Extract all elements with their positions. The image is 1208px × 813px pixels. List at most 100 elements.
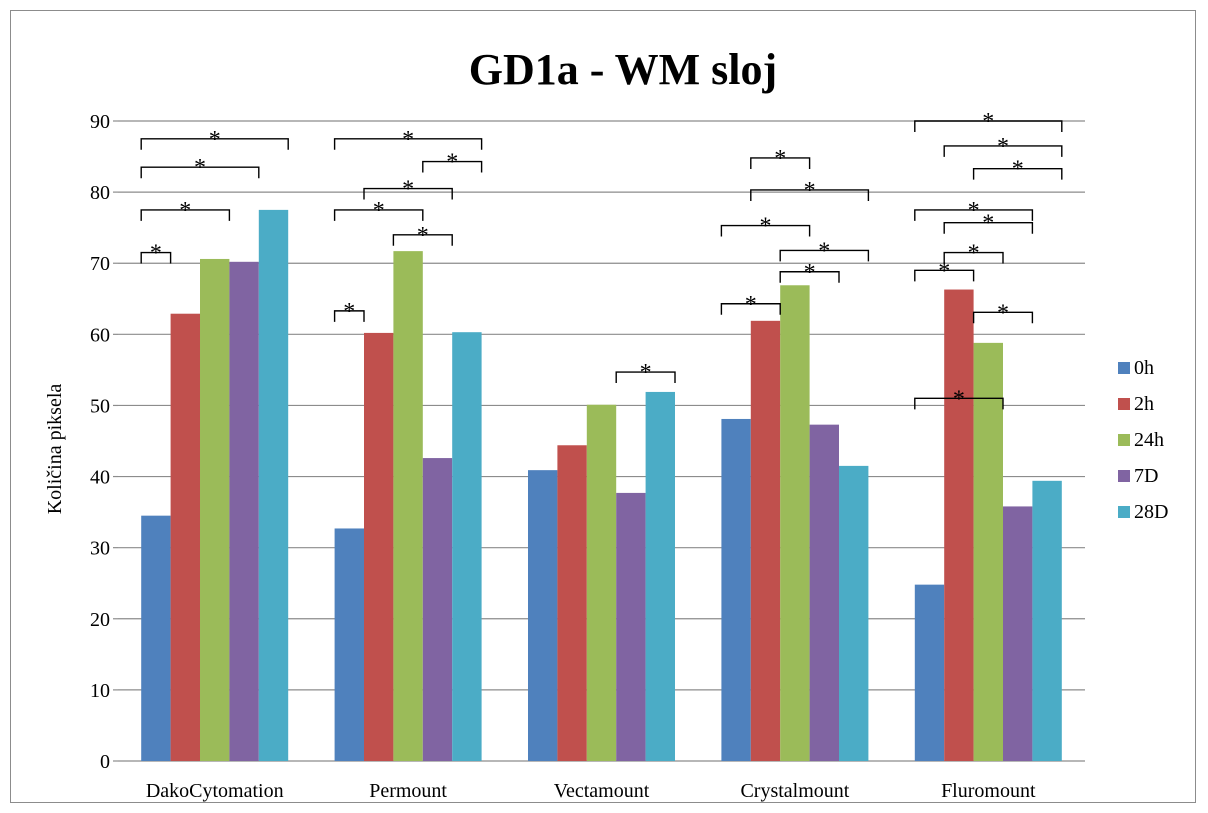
significance-star: * — [402, 177, 414, 203]
y-tick-label: 60 — [90, 324, 110, 346]
chart-svg: GD1a - WM sloj Količina piksela 0 10 20 30 4… — [44, 45, 1168, 802]
significance-star: * — [150, 241, 162, 267]
bar-0h-DakoCytomation — [141, 515, 171, 761]
legend-swatch-24h — [1118, 434, 1130, 446]
x-tick-label: Fluromount — [941, 780, 1036, 802]
significance-bracket — [914, 397, 1004, 410]
significance-star: * — [343, 299, 355, 325]
significance-bracket — [972, 311, 1034, 324]
significance-star: * — [938, 258, 950, 284]
bar-2h-DakoCytomation — [170, 313, 200, 761]
significance-bracket — [140, 138, 289, 150]
significance-bracket — [750, 157, 811, 169]
significance-star: * — [179, 198, 191, 224]
legend-label-28D: 28D — [1134, 501, 1168, 523]
significance-bracket — [914, 209, 1034, 221]
legend-swatch-28D — [1118, 506, 1130, 518]
significance-bracket — [333, 209, 424, 221]
significance-star: * — [774, 146, 786, 172]
bar-2h-Vectamount — [557, 445, 587, 761]
bar-7D-Fluromount — [1003, 506, 1033, 761]
significance-star: * — [818, 238, 830, 264]
bar-24h-Fluromount — [973, 342, 1003, 761]
significance-bracket — [140, 251, 172, 264]
significance-bracket — [750, 189, 870, 201]
bar-24h-Permount — [393, 251, 423, 761]
bar-28D-DakoCytomation — [258, 209, 289, 761]
chart-title: GD1a - WM sloj — [469, 45, 777, 94]
y-axis-label: Količina piksela — [44, 384, 66, 515]
bar-0h-Permount — [334, 528, 364, 761]
y-tick-label: 10 — [90, 680, 110, 702]
y-tick-label: 30 — [90, 538, 110, 560]
significance-star: * — [417, 223, 429, 249]
y-tick-label: 70 — [90, 253, 110, 275]
x-tick-label: Crystalmount — [740, 780, 849, 802]
bar-24h-DakoCytomation — [200, 258, 230, 761]
significance-bracket — [720, 303, 781, 315]
significance-star: * — [640, 360, 652, 386]
significance-star: * — [1012, 157, 1024, 183]
significance-bracket — [392, 234, 453, 246]
bar-24h-Crystalmount — [780, 285, 810, 761]
x-tick-label: Permount — [369, 780, 447, 802]
x-tick-label: DakoCytomation — [146, 780, 284, 802]
significance-star: * — [402, 127, 414, 153]
significance-bracket — [720, 224, 811, 237]
significance-star: * — [968, 198, 980, 224]
significance-bracket — [779, 249, 870, 262]
significance-star: * — [209, 127, 221, 153]
significance-bracket — [615, 371, 676, 384]
significance-star: * — [982, 211, 994, 237]
y-tick-label: 50 — [90, 395, 110, 417]
significance-star: * — [446, 150, 458, 176]
significance-bracket — [943, 221, 1034, 234]
significance-bracket — [943, 251, 1004, 264]
bar-2h-Permount — [364, 332, 394, 761]
significance-star: * — [997, 300, 1009, 326]
significance-bracket — [333, 310, 365, 322]
significance-star: * — [745, 292, 757, 318]
legend-swatch-7D — [1118, 470, 1130, 482]
bar-7D-Permount — [422, 458, 453, 761]
significance-bracket — [779, 271, 840, 283]
legend-swatch-2h — [1118, 398, 1130, 410]
y-tick-label: 20 — [90, 609, 110, 631]
significance-star: * — [194, 155, 206, 181]
significance-bracket — [140, 209, 231, 221]
legend-label-2h: 2h — [1134, 393, 1154, 415]
significance-star: * — [760, 214, 772, 240]
significance-star: * — [997, 134, 1009, 160]
significance-star: * — [373, 198, 385, 224]
legend: 0h 2h 24h 7D 28D — [1118, 357, 1168, 523]
significance-bracket — [140, 166, 260, 179]
bars — [141, 209, 1062, 761]
significance-star: * — [804, 260, 816, 286]
significance-star: * — [804, 178, 816, 204]
bar-7D-Vectamount — [616, 492, 646, 761]
significance-bracket — [943, 145, 1063, 157]
y-tick-label: 40 — [90, 467, 110, 489]
y-tick-label: 80 — [90, 182, 110, 204]
chart-frame: GD1a - WM sloj Količina piksela 0 10 20 30 4… — [10, 10, 1196, 803]
bar-0h-Fluromount — [914, 584, 945, 761]
bar-0h-Crystalmount — [721, 418, 751, 761]
legend-swatch-0h — [1118, 362, 1130, 374]
significance-bracket — [333, 138, 483, 150]
legend-label-24h: 24h — [1134, 429, 1164, 451]
bar-28D-Permount — [452, 332, 482, 761]
significance-bracket — [363, 187, 453, 200]
bar-7D-DakoCytomation — [229, 261, 259, 761]
bar-2h-Crystalmount — [750, 320, 781, 761]
significance-star: * — [968, 241, 980, 267]
significance-bracket — [914, 269, 975, 282]
significance-star: * — [953, 386, 965, 412]
y-tick-labels: 0 10 20 30 40 50 60 70 80 90 — [90, 111, 110, 773]
x-tick-label: Vectamount — [554, 780, 650, 802]
bar-0h-Vectamount — [528, 470, 558, 761]
y-tick-label: 0 — [100, 751, 110, 773]
legend-label-7D: 7D — [1134, 465, 1158, 487]
bar-28D-Crystalmount — [839, 465, 869, 761]
significance-bracket — [972, 167, 1063, 180]
significance-annotations: ***************** ** ******* — [140, 109, 1063, 412]
